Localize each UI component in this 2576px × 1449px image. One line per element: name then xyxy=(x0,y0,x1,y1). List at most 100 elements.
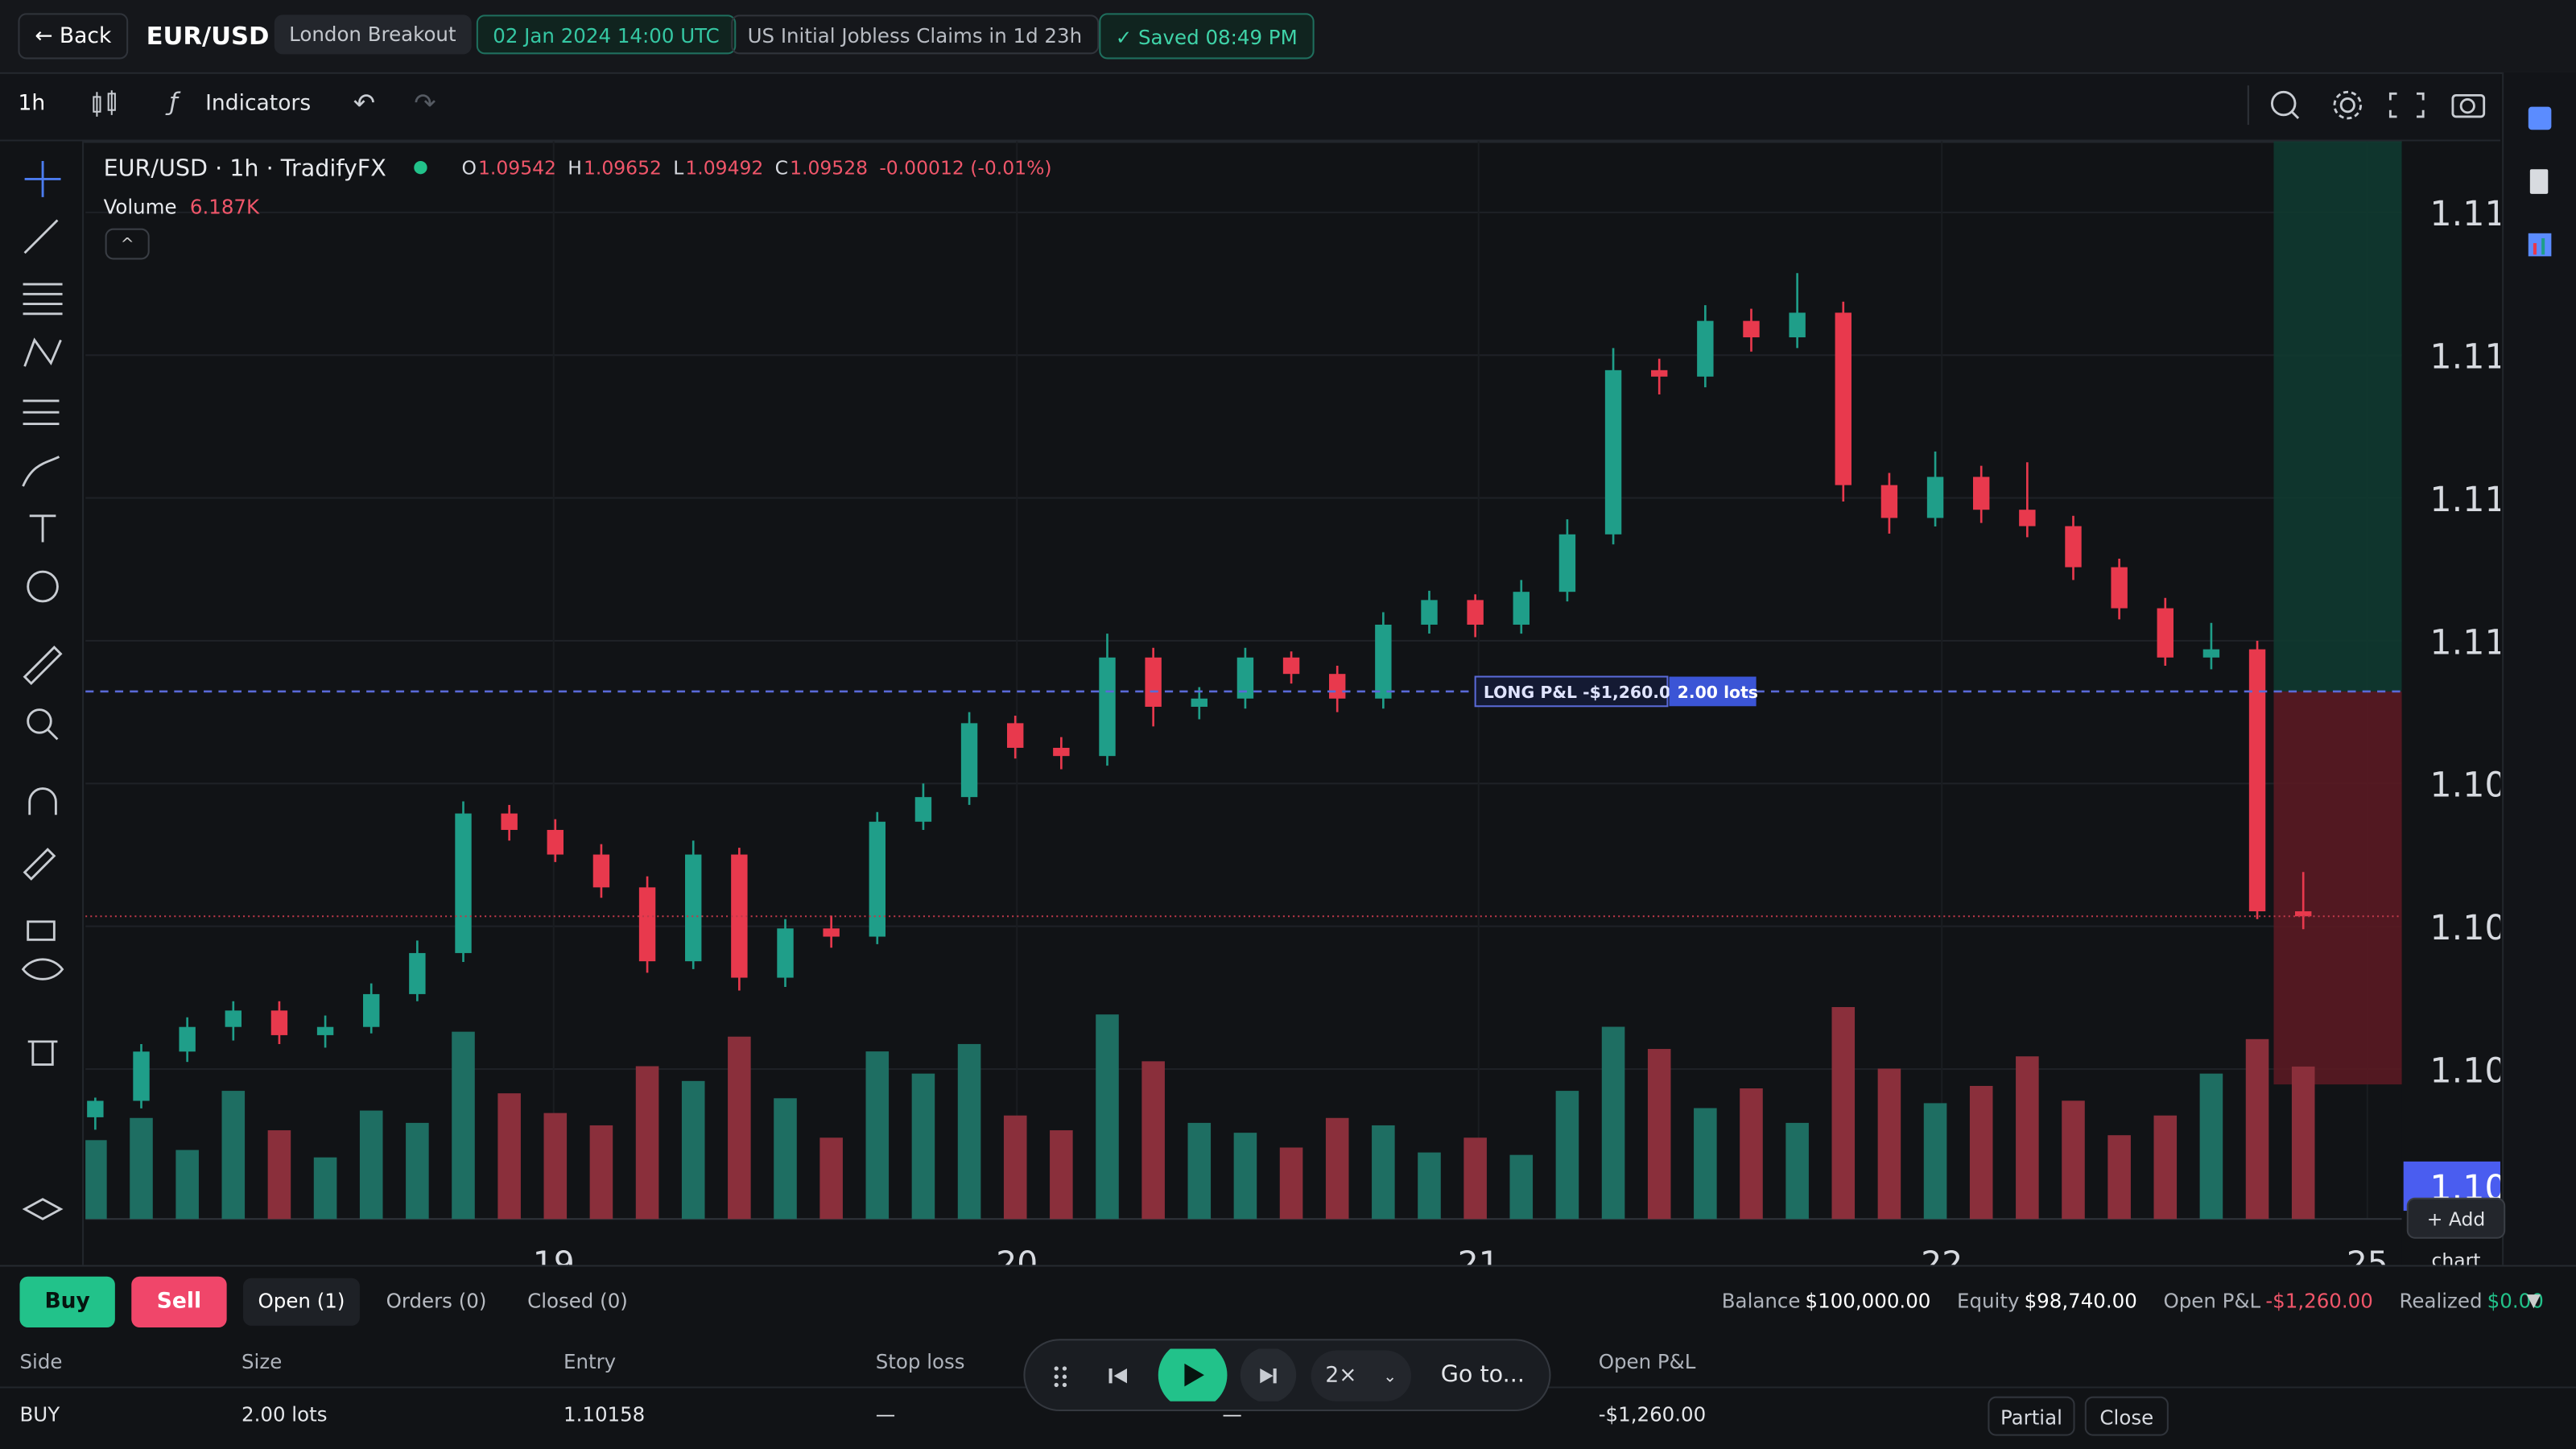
volume-bar xyxy=(1831,1007,1856,1220)
volume-bar xyxy=(130,1117,153,1220)
column-header: Size xyxy=(241,1350,283,1374)
volume-bar xyxy=(681,1080,705,1220)
y-tick-label: 1.10 xyxy=(2429,908,2506,948)
ohlc-key: O xyxy=(461,156,476,179)
back-button[interactable]: ← Back xyxy=(18,13,129,60)
candle-body xyxy=(2248,649,2266,912)
volume-bar xyxy=(1877,1068,1901,1220)
candle-body xyxy=(869,821,886,937)
volume-bar xyxy=(85,1140,107,1220)
sidebar-icons[interactable] xyxy=(2524,102,2560,266)
y-tick-label: 1.11 xyxy=(2429,480,2506,520)
live-dot xyxy=(414,160,427,175)
tab-orders[interactable]: Orders (0) xyxy=(386,1290,487,1313)
volume-bar xyxy=(1647,1049,1671,1220)
volume-bar xyxy=(2245,1038,2269,1220)
tab-open[interactable]: Open (1) xyxy=(243,1278,360,1326)
ohlc-key: H xyxy=(568,156,582,179)
candle-body xyxy=(1329,674,1346,699)
volume-bar xyxy=(728,1036,751,1220)
pnl-tag xyxy=(1474,675,1669,708)
candle-body xyxy=(638,887,656,962)
playback-buttons[interactable] xyxy=(1045,1348,1308,1402)
volume-bar xyxy=(1233,1133,1257,1220)
lots-label: 2.00 lots xyxy=(1678,683,1758,702)
speed: 2× xyxy=(1325,1363,1357,1389)
chart-type-icon[interactable] xyxy=(89,89,122,122)
account-label: Open P&L xyxy=(2163,1290,2261,1313)
column-header: Stop loss xyxy=(875,1350,965,1374)
sell-button[interactable]: Sell xyxy=(131,1276,227,1327)
y-tick-label: 1.10 xyxy=(2429,1051,2506,1091)
collapse-legend[interactable]: ^ xyxy=(105,228,150,260)
account-value: -$1,260.00 xyxy=(2265,1290,2373,1313)
volume-bar xyxy=(221,1091,246,1220)
column-header: Entry xyxy=(563,1350,617,1374)
candle-body xyxy=(2019,510,2036,526)
tab-closed[interactable]: Closed (0) xyxy=(527,1290,628,1313)
close-button[interactable]: Close xyxy=(2084,1396,2169,1436)
candle-body xyxy=(1375,624,1392,699)
candle-body xyxy=(914,797,932,822)
volume-bar xyxy=(1601,1026,1625,1220)
volume-bar xyxy=(359,1110,383,1220)
candle-body xyxy=(1558,534,1576,592)
ohlc-key: C xyxy=(775,156,788,179)
candle-body xyxy=(2157,608,2174,658)
volume-bar xyxy=(2291,1066,2315,1220)
ohlc-value: 1.09542 xyxy=(478,156,556,179)
account-label: Balance xyxy=(1721,1290,1801,1313)
volume-value: 6.187K xyxy=(190,195,260,218)
profit-zone xyxy=(2273,141,2402,691)
change: -0.00012 (-0.01%) xyxy=(879,156,1051,179)
add-chart-button[interactable]: + Add chart xyxy=(2406,1197,2506,1272)
y-tick-label: 1.10 xyxy=(2429,766,2506,806)
volume-bar xyxy=(1969,1085,1993,1220)
buy-button[interactable]: Buy xyxy=(19,1276,115,1327)
redo[interactable]: ↷ xyxy=(414,87,436,118)
candle-body xyxy=(225,1010,242,1027)
account-value: $0.00 xyxy=(2487,1290,2544,1313)
candle-body xyxy=(87,1100,104,1117)
volume-bar xyxy=(1785,1122,1809,1220)
x-tick-label: 21 xyxy=(1458,1245,1500,1283)
undo[interactable]: ↶ xyxy=(353,87,376,118)
partial-button[interactable]: Partial xyxy=(1988,1396,2075,1436)
panel-toggle[interactable]: ▼ xyxy=(2526,1290,2541,1311)
drawing-tools[interactable] xyxy=(16,158,68,1242)
account-label: Realized xyxy=(2399,1290,2483,1313)
candle-body xyxy=(1467,600,1484,625)
account-summary: Balance $100,000.00 Equity $98,740.00 Open P… xyxy=(1722,1290,2544,1313)
goto-button[interactable]: Go to... xyxy=(1440,1361,1525,1389)
volume-bar xyxy=(313,1157,337,1220)
pnl-label: LONG P&L -$1,260.00 xyxy=(1484,683,1682,702)
indicators-button[interactable]: Indicators xyxy=(205,92,312,117)
ohlc-key: L xyxy=(673,156,683,179)
volume-bar xyxy=(267,1130,291,1220)
candle-body xyxy=(777,928,794,978)
interval[interactable]: 1h xyxy=(18,92,46,117)
volume-bar xyxy=(774,1098,797,1220)
toolbar-divider xyxy=(2247,85,2249,126)
volume-bar xyxy=(1003,1115,1027,1220)
candle-body xyxy=(1421,600,1438,625)
volume-bar xyxy=(865,1051,890,1220)
column-header: Side xyxy=(19,1350,63,1374)
candle-body xyxy=(1236,657,1254,699)
date-pill[interactable]: 02 Jan 2024 14:00 UTC xyxy=(476,14,737,55)
candle-body xyxy=(1973,477,1990,510)
candle-body xyxy=(2111,567,2128,609)
speed-select[interactable]: 2× ⌄ xyxy=(1311,1350,1412,1402)
candle-body xyxy=(731,854,748,978)
volume-bar xyxy=(2016,1056,2039,1220)
volume-bar xyxy=(1325,1117,1349,1220)
account-value: $98,740.00 xyxy=(2024,1290,2137,1313)
volume-bar xyxy=(1463,1137,1487,1220)
volume-bar xyxy=(1555,1091,1579,1220)
toolbar-right-icons[interactable] xyxy=(2267,85,2497,125)
candle-body xyxy=(1789,312,1806,338)
y-tick-label: 1.11 xyxy=(2429,622,2506,663)
price-axis xyxy=(2401,141,2501,1265)
